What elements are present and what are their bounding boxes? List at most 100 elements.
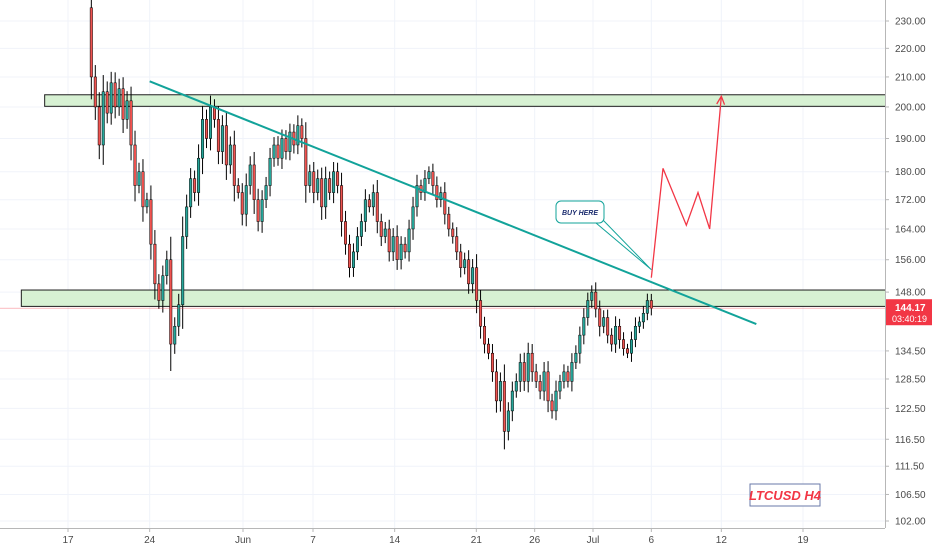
price-tick-label: 180.00 [895,167,926,178]
candle-up [197,157,201,193]
time-tick-label: 14 [389,535,401,546]
candle-up [570,362,574,382]
time-tick-label: 12 [716,535,728,546]
projection-arrowhead [716,94,726,105]
callout-pointer [595,218,652,271]
candle-down [451,228,455,237]
candle-up [542,371,546,392]
candle-down [610,334,614,345]
candle-up [633,326,637,340]
candle-down [502,381,506,432]
candle-up [506,410,510,432]
candle-up [137,171,141,186]
support-zone[interactable] [20,289,897,307]
candle-down [367,199,371,208]
candle-up [209,106,212,139]
candle-down [121,88,125,120]
candle-down [129,100,133,146]
candle-down [379,221,383,237]
candle-down [467,259,471,285]
price-tick-label: 220.00 [895,44,926,55]
symbol-label: LTCUSD H4 [749,483,822,507]
candles [89,0,653,450]
candle-down [431,171,435,186]
candle-down [403,243,407,253]
candle-down [224,125,228,166]
overlays: BUY HERE LTCUSD H4 [555,200,822,507]
candle-down [240,192,244,215]
time-tick-label: 21 [471,535,483,546]
candle-down [395,236,399,260]
time-tick-label: 24 [144,535,156,546]
candle-down [606,317,610,336]
candle-down [157,283,161,301]
callout-text: BUY HERE [562,210,598,217]
candle-down [284,138,288,152]
candle-down [105,91,109,114]
candle-up [316,178,320,193]
candle-up [308,171,312,186]
candle-up [578,334,582,354]
candle-up [554,390,558,412]
time-tick-label: 19 [797,535,809,546]
price-axis-panel [885,0,932,550]
candle-up [125,100,129,120]
trendline[interactable] [149,80,757,326]
candle-up [351,251,355,268]
candle-up [427,171,431,179]
candle-down [328,178,332,193]
buy-here-callout[interactable]: BUY HERE [555,200,652,271]
price-axis[interactable]: 230.00 220.00 210.00 200.00 190.00 180.00 172.… [885,0,932,550]
candle-down [153,243,157,285]
candle-up [288,131,292,152]
candle-down [312,171,316,193]
candle-down [618,326,622,340]
candle-down [522,362,526,382]
candle-down [487,343,490,354]
last-price-tag-bg [886,299,932,326]
candle-up [189,178,193,208]
candle-down [443,192,447,215]
candle-up [399,243,403,260]
candle-down [113,82,117,108]
candle-down [459,251,463,268]
candle-up [510,390,514,412]
price-tick-label: 128.50 [895,374,926,385]
candle-down [649,300,653,309]
price-tick-label: 156.00 [895,255,926,266]
candle-down [141,171,145,208]
price-tick-label: 190.00 [895,134,926,145]
candle-up [629,339,633,354]
candle-down [205,119,208,139]
candle-up [228,144,232,166]
candle-down [97,106,101,146]
candle-down [387,228,391,253]
time-axis[interactable]: 17 24 Jun 7 14 21 26 Jul 6 12 19 [0,528,885,550]
candle-down [435,185,439,200]
candle-down [169,259,173,345]
candle-up [177,304,181,327]
projection-path[interactable] [650,96,722,278]
candle-down [546,371,550,402]
candle-down [276,144,280,159]
candle-down [534,371,538,382]
price-tick-label: 111.50 [895,462,925,473]
candle-down [93,76,97,108]
time-tick-label: Jul [587,535,600,546]
candle-up [574,352,578,363]
resistance-zone[interactable] [44,94,897,107]
candle-up [558,381,562,392]
price-tick-label: 230.00 [895,17,926,28]
chart-pane-background [0,0,885,528]
candle-down [598,308,602,327]
time-tick-label: 7 [310,535,316,546]
candle-up [145,199,149,208]
candle-up [165,259,169,276]
candle-up [439,192,443,200]
candle-up [423,178,427,193]
candle-up [371,192,375,208]
candle-up [181,236,185,305]
